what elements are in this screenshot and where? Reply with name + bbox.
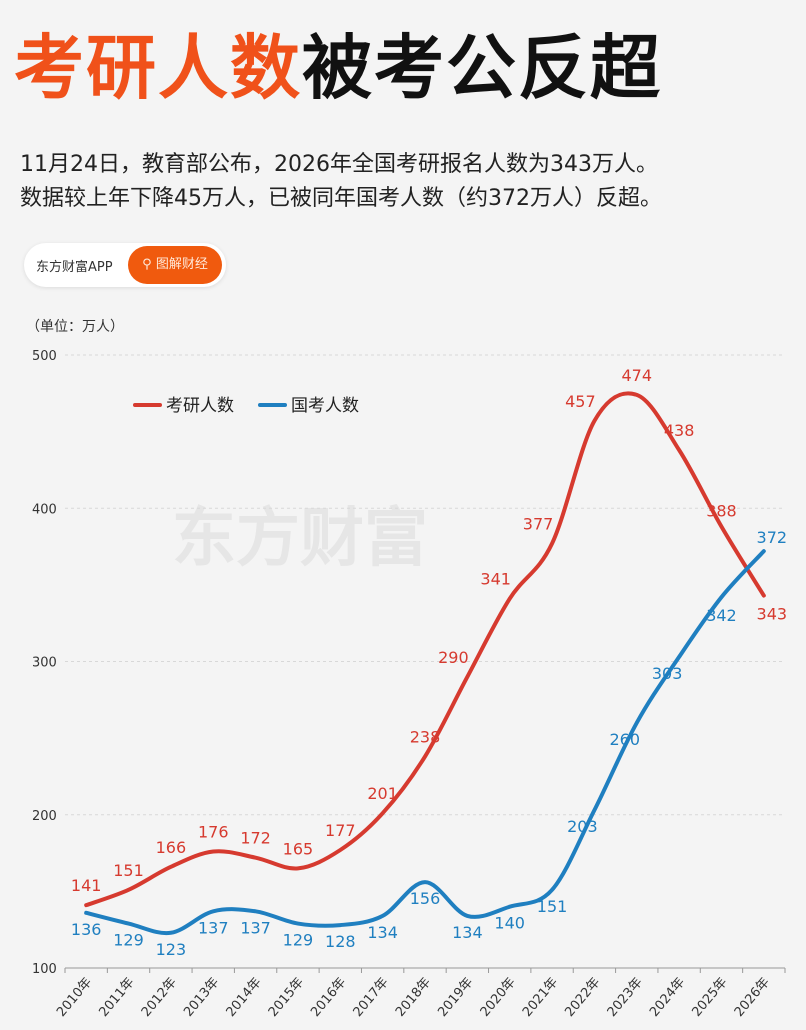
x-tick-label: 2020年 (478, 975, 519, 1020)
tujie-button[interactable]: ⚲ 图解财经 (128, 246, 222, 284)
series-line-guokao (84, 549, 766, 936)
x-tick-label: 2014年 (224, 975, 265, 1020)
tujie-label: 图解财经 (155, 257, 208, 272)
legend-label: 考研人数 (166, 396, 234, 416)
data-label: 129 (113, 931, 144, 950)
y-tick-label: 500 (32, 349, 57, 364)
x-tick-label: 2012年 (139, 975, 180, 1020)
x-tick-label: 2013年 (181, 975, 222, 1020)
unit-label: （单位：万人） (26, 319, 124, 335)
data-label: 137 (240, 918, 271, 937)
data-label: 260 (609, 730, 640, 749)
title-rest: 被考公反超 (302, 27, 662, 109)
page-title: 考研人数被考公反超 (14, 12, 662, 113)
x-tick-label: 2017年 (351, 975, 392, 1020)
data-label: 141 (71, 876, 102, 895)
data-label: 151 (113, 861, 144, 880)
x-tick-label: 2011年 (96, 975, 137, 1020)
x-tick-label: 2025年 (689, 975, 730, 1020)
x-tick-label: 2026年 (732, 975, 773, 1020)
data-label: 134 (367, 923, 398, 942)
source-name: 东方财富APP (36, 260, 113, 275)
series-line-kaoyan (84, 391, 766, 908)
subtitle-line: 数据较上年下降45万人，已被同年国考人数（约372万人）反超。 (20, 186, 662, 211)
data-label: 165 (283, 839, 314, 858)
data-label: 203 (567, 817, 598, 836)
data-label: 238 (410, 728, 441, 747)
data-label: 342 (706, 606, 737, 625)
title-highlight: 考研人数 (14, 27, 302, 109)
data-label: 341 (480, 570, 511, 589)
x-tick-label: 2010年 (54, 975, 95, 1020)
data-label: 176 (198, 823, 229, 842)
search-icon: ⚲ (142, 257, 156, 272)
data-label: 140 (494, 914, 525, 933)
x-tick-label: 2024年 (647, 975, 688, 1020)
data-label: 151 (537, 897, 568, 916)
data-label: 388 (706, 502, 737, 521)
data-label: 303 (652, 664, 683, 683)
x-tick-label: 2023年 (605, 975, 646, 1020)
data-label: 137 (198, 918, 229, 937)
x-tick-label: 2015年 (266, 975, 307, 1020)
data-label: 128 (325, 932, 356, 951)
x-tick-label: 2022年 (562, 975, 603, 1020)
data-label: 177 (325, 821, 356, 840)
data-label: 201 (367, 784, 398, 803)
watermark: 东方财富 (172, 502, 428, 576)
data-label: 136 (71, 920, 102, 939)
data-label: 172 (240, 829, 271, 848)
x-tick-label: 2018年 (393, 975, 434, 1020)
y-tick-label: 300 (32, 656, 57, 671)
x-tick-label: 2021年 (520, 975, 561, 1020)
subtitle: 11月24日，教育部公布，2026年全国考研报名人数为343万人。 数据较上年下… (20, 148, 800, 216)
data-label: 166 (156, 838, 187, 857)
legend-label: 国考人数 (291, 396, 359, 416)
data-label: 438 (664, 421, 695, 440)
data-label: 134 (452, 923, 483, 942)
y-tick-label: 100 (32, 962, 57, 977)
data-label: 372 (757, 528, 788, 547)
x-tick-label: 2016年 (308, 975, 349, 1020)
data-label: 377 (523, 514, 554, 533)
subtitle-line: 11月24日，教育部公布，2026年全国考研报名人数为343万人。 (20, 152, 658, 177)
source-badge: 东方财富APP ⚲ 图解财经 (24, 243, 226, 287)
data-label: 457 (565, 392, 596, 411)
data-label: 123 (156, 940, 187, 959)
data-label: 343 (757, 605, 788, 624)
data-label: 474 (621, 366, 652, 385)
x-tick-label: 2019年 (435, 975, 476, 1020)
y-tick-label: 400 (32, 502, 57, 517)
data-label: 129 (283, 931, 314, 950)
data-label: 290 (438, 648, 469, 667)
data-label: 156 (410, 889, 441, 908)
y-tick-label: 200 (32, 809, 57, 824)
